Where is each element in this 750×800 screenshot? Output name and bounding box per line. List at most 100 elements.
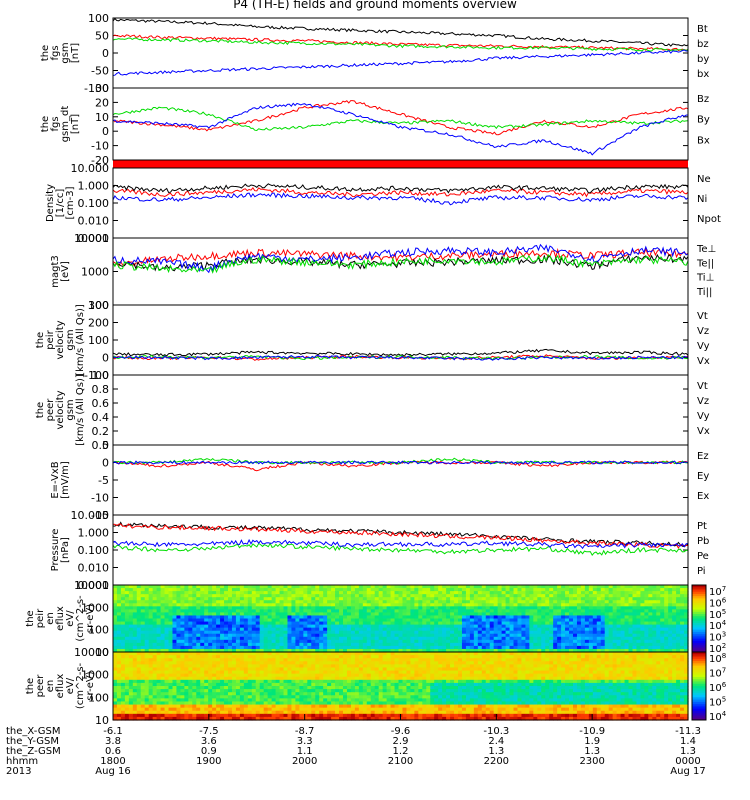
- legend-Vz: Vz: [697, 326, 709, 337]
- heatmap-cell: [303, 618, 308, 623]
- heatmap-cell: [180, 689, 185, 693]
- heatmap-cell: [533, 594, 538, 598]
- heatmap-cell: [513, 615, 519, 620]
- heatmap-cell: [362, 627, 368, 632]
- heatmap-cell: [612, 597, 618, 601]
- heatmap-cell: [231, 679, 237, 684]
- heatmap-cell: [644, 606, 649, 610]
- heatmap-cell: [160, 661, 166, 665]
- heatmap-cell: [493, 609, 499, 614]
- heatmap-cell: [228, 695, 233, 699]
- heatmap-cell: [224, 597, 229, 601]
- heatmap-cell: [120, 713, 126, 718]
- heatmap-cell: [239, 682, 245, 687]
- heatmap-cell: [636, 621, 642, 626]
- heatmap-cell: [196, 597, 201, 601]
- heatmap-cell: [148, 639, 154, 644]
- heatmap-cell: [128, 689, 134, 693]
- ylabel-line: fgs: [50, 116, 61, 131]
- heatmap-cell: [287, 591, 293, 595]
- heatmap-cell: [561, 597, 566, 601]
- heatmap-cell: [418, 627, 423, 632]
- heatmap-cell: [402, 636, 408, 641]
- heatmap-cell: [660, 630, 665, 635]
- heatmap-cell: [144, 606, 150, 610]
- heatmap-cell: [136, 655, 142, 659]
- panel-peer_spec: the peer en eflux eV/(cm^2-s-sr-eV)100001000…: [25, 646, 727, 727]
- heatmap-cell: [168, 710, 174, 715]
- heatmap-cell: [469, 606, 475, 610]
- heatmap-cell: [275, 645, 281, 650]
- heatmap-cell: [561, 603, 566, 607]
- heatmap-cell: [339, 704, 344, 709]
- heatmap-cell: [156, 612, 162, 617]
- heatmap-cell: [271, 701, 277, 706]
- heatmap-cell: [402, 597, 408, 601]
- heatmap-cell: [172, 673, 178, 678]
- heatmap-cell: [267, 676, 273, 681]
- heatmap-cell: [541, 615, 546, 620]
- heatmap-cell: [529, 642, 534, 647]
- heatmap-cell: [628, 633, 634, 638]
- heatmap-cell: [311, 670, 316, 675]
- heatmap-cell: [152, 682, 158, 687]
- heatmap-cell: [271, 716, 277, 721]
- heatmap-cell: [664, 612, 669, 617]
- heatmap-cell: [136, 645, 142, 650]
- heatmap-cell: [196, 612, 201, 617]
- heatmap-cell: [239, 627, 245, 632]
- heatmap-cell: [251, 695, 257, 699]
- heatmap-cell: [220, 627, 225, 632]
- heatmap-cell: [299, 676, 304, 681]
- heatmap-cell: [537, 603, 542, 607]
- heatmap-cell: [331, 679, 336, 684]
- heatmap-cell: [228, 661, 233, 665]
- heatmap-cell: [465, 597, 471, 601]
- heatmap-cell: [231, 655, 237, 659]
- heatmap-cell: [576, 597, 582, 601]
- heatmap-cell: [319, 658, 324, 662]
- heatmap-cell: [113, 588, 118, 592]
- heatmap-cell: [561, 609, 566, 614]
- heatmap-cell: [533, 645, 538, 650]
- heatmap-cell: [402, 621, 408, 626]
- heatmap-cell: [386, 648, 392, 653]
- heatmap-cell: [263, 679, 269, 684]
- heatmap-cell: [243, 633, 249, 638]
- heatmap-cell: [255, 648, 261, 653]
- heatmap-cell: [354, 594, 360, 598]
- heatmap-cell: [188, 642, 193, 647]
- heatmap-cell: [315, 658, 320, 662]
- heatmap-cell: [255, 716, 261, 721]
- heatmap-cell: [231, 636, 237, 641]
- heatmap-cell: [600, 621, 606, 626]
- heatmap-cell: [616, 615, 622, 620]
- heatmap-cell: [212, 600, 217, 604]
- heatmap-cell: [343, 594, 348, 598]
- heatmap-cell: [120, 618, 126, 623]
- heatmap-cell: [370, 591, 376, 595]
- heatmap-cell: [220, 591, 225, 595]
- heatmap-cell: [315, 670, 320, 675]
- heatmap-cell: [343, 612, 348, 617]
- heatmap-cell: [287, 667, 293, 672]
- heatmap-cell: [287, 695, 293, 699]
- heatmap-cell: [216, 670, 221, 675]
- heatmap-cell: [287, 676, 293, 681]
- heatmap-cell: [275, 597, 281, 601]
- heatmap-cell: [398, 585, 404, 589]
- heatmap-cell: [406, 645, 412, 650]
- heatmap-cell: [124, 707, 130, 712]
- heatmap-cell: [612, 606, 618, 610]
- heatmap-cell: [303, 588, 308, 592]
- heatmap-cell: [513, 585, 519, 589]
- heatmap-cell: [140, 704, 146, 709]
- heatmap-cell: [136, 615, 142, 620]
- heatmap-cell: [346, 618, 352, 623]
- heatmap-cell: [501, 645, 507, 650]
- heatmap-cell: [410, 648, 415, 653]
- heatmap-cell: [188, 627, 193, 632]
- heatmap-cell: [311, 686, 316, 690]
- heatmap-cell: [394, 594, 400, 598]
- heatmap-cell: [398, 615, 404, 620]
